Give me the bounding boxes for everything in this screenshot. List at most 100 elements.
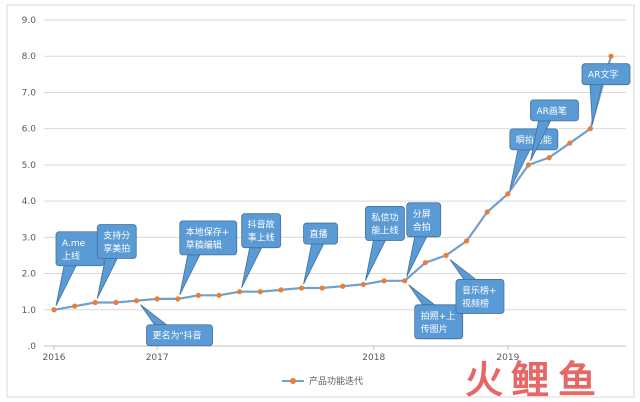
x-tick-label: 2017 [146, 353, 169, 363]
callout-box [96, 224, 137, 259]
data-point [587, 126, 593, 132]
y-tick-label: 9.0 [22, 16, 37, 26]
callout-pointer [589, 84, 603, 125]
data-point [51, 307, 57, 313]
y-tick-label: 6.0 [22, 125, 37, 135]
data-point [402, 278, 408, 284]
data-point [340, 283, 346, 289]
data-point [381, 278, 387, 284]
data-point [257, 289, 263, 295]
callout-text: 上线 [62, 250, 80, 262]
callout: 音乐榜+视频榜 [449, 259, 505, 314]
callout-box [241, 213, 282, 249]
callout-text: 合拍 [413, 221, 431, 233]
callout-box [581, 63, 631, 86]
data-point [133, 298, 140, 304]
data-point [463, 238, 470, 244]
y-tick-label: 5.0 [22, 161, 37, 171]
data-point [195, 292, 202, 298]
data-point [113, 299, 119, 306]
y-tick-label: 7.0 [22, 88, 37, 98]
data-point [72, 303, 78, 309]
watermark-glyph: 火 [465, 358, 503, 402]
callout-text: 分屏 [413, 209, 431, 220]
data-point [278, 287, 284, 293]
data-point [422, 260, 428, 266]
callout: AR文字 [581, 63, 631, 125]
callout: 直播 [303, 222, 338, 285]
data-point [319, 285, 325, 291]
series-line [51, 53, 614, 313]
callout-text: 更名为"抖音 [153, 330, 202, 342]
x-tick-label: 2016 [43, 353, 66, 363]
legend-label: 产品功能迭代 [309, 375, 363, 387]
gridlines [44, 19, 626, 347]
callout-box [455, 279, 505, 314]
data-point [298, 285, 305, 291]
data-point [505, 191, 511, 197]
callout-text: 视频榜 [462, 297, 489, 309]
callout-box [146, 324, 213, 347]
x-tick-label: 2018 [362, 353, 385, 363]
callout-pointer [241, 247, 263, 288]
callout-pointer [140, 304, 168, 326]
y-tick-label: 8.0 [22, 52, 37, 62]
callout-pointer [55, 265, 77, 306]
callout-text: 本地保存+ [186, 226, 230, 238]
data-point [360, 281, 367, 288]
callout-text: 草稿编辑 [186, 239, 222, 251]
callout-text: 事上线 [248, 232, 275, 244]
callout-box [365, 206, 405, 241]
callout-text: A.me [62, 239, 86, 249]
data-point [216, 292, 222, 298]
watermark-glyph: 鱼 [558, 358, 596, 402]
data-point [154, 296, 160, 302]
data-point [608, 53, 614, 59]
callout-text: 抖音故 [248, 219, 275, 231]
callout-text: 私信功 [371, 211, 398, 223]
legend-marker [290, 378, 296, 384]
callout: 更名为"抖音 [140, 304, 213, 347]
callout-text: 音乐榜+ [462, 284, 497, 296]
x-axis: 2016 2017 2018 2019 [43, 346, 520, 363]
y-tick-label: 3.0 [22, 233, 37, 243]
callout-text: 享美拍 [103, 243, 130, 255]
data-point [92, 299, 98, 306]
y-tick-label: .0 [27, 342, 36, 352]
callout: 本地保存+草稿编辑 [179, 220, 238, 296]
watermark-glyph: 鲤 [511, 358, 549, 402]
callout-pointer [179, 254, 201, 296]
callout-pointer [303, 243, 325, 285]
data-point [567, 140, 573, 146]
y-tick-label: 1.0 [22, 306, 37, 316]
callout-pointer [408, 284, 436, 306]
y-axis-ticks: .0 1.0 2.0 3.0 4.0 5.0 6.0 7.0 8.0 9.0 [22, 16, 37, 352]
callout-box [406, 202, 442, 238]
data-point [484, 209, 490, 215]
legend: 产品功能迭代 [282, 375, 363, 387]
data-point [546, 155, 552, 161]
x-tick-label: 2019 [496, 353, 519, 363]
y-tick-label: 2.0 [22, 270, 37, 280]
data-point [237, 289, 243, 295]
callout-box [179, 220, 238, 256]
callout-pointer [449, 259, 478, 280]
data-point [175, 296, 181, 302]
callout-pointer [365, 240, 387, 281]
callout-text: AR文字 [588, 69, 618, 81]
callout-box [414, 304, 464, 340]
callout: AR画笔 [530, 99, 579, 162]
callout-text: 支持分 [103, 230, 130, 242]
series-path [53, 55, 613, 311]
data-point [443, 252, 449, 259]
data-point [525, 162, 532, 168]
callout-box [303, 222, 338, 245]
